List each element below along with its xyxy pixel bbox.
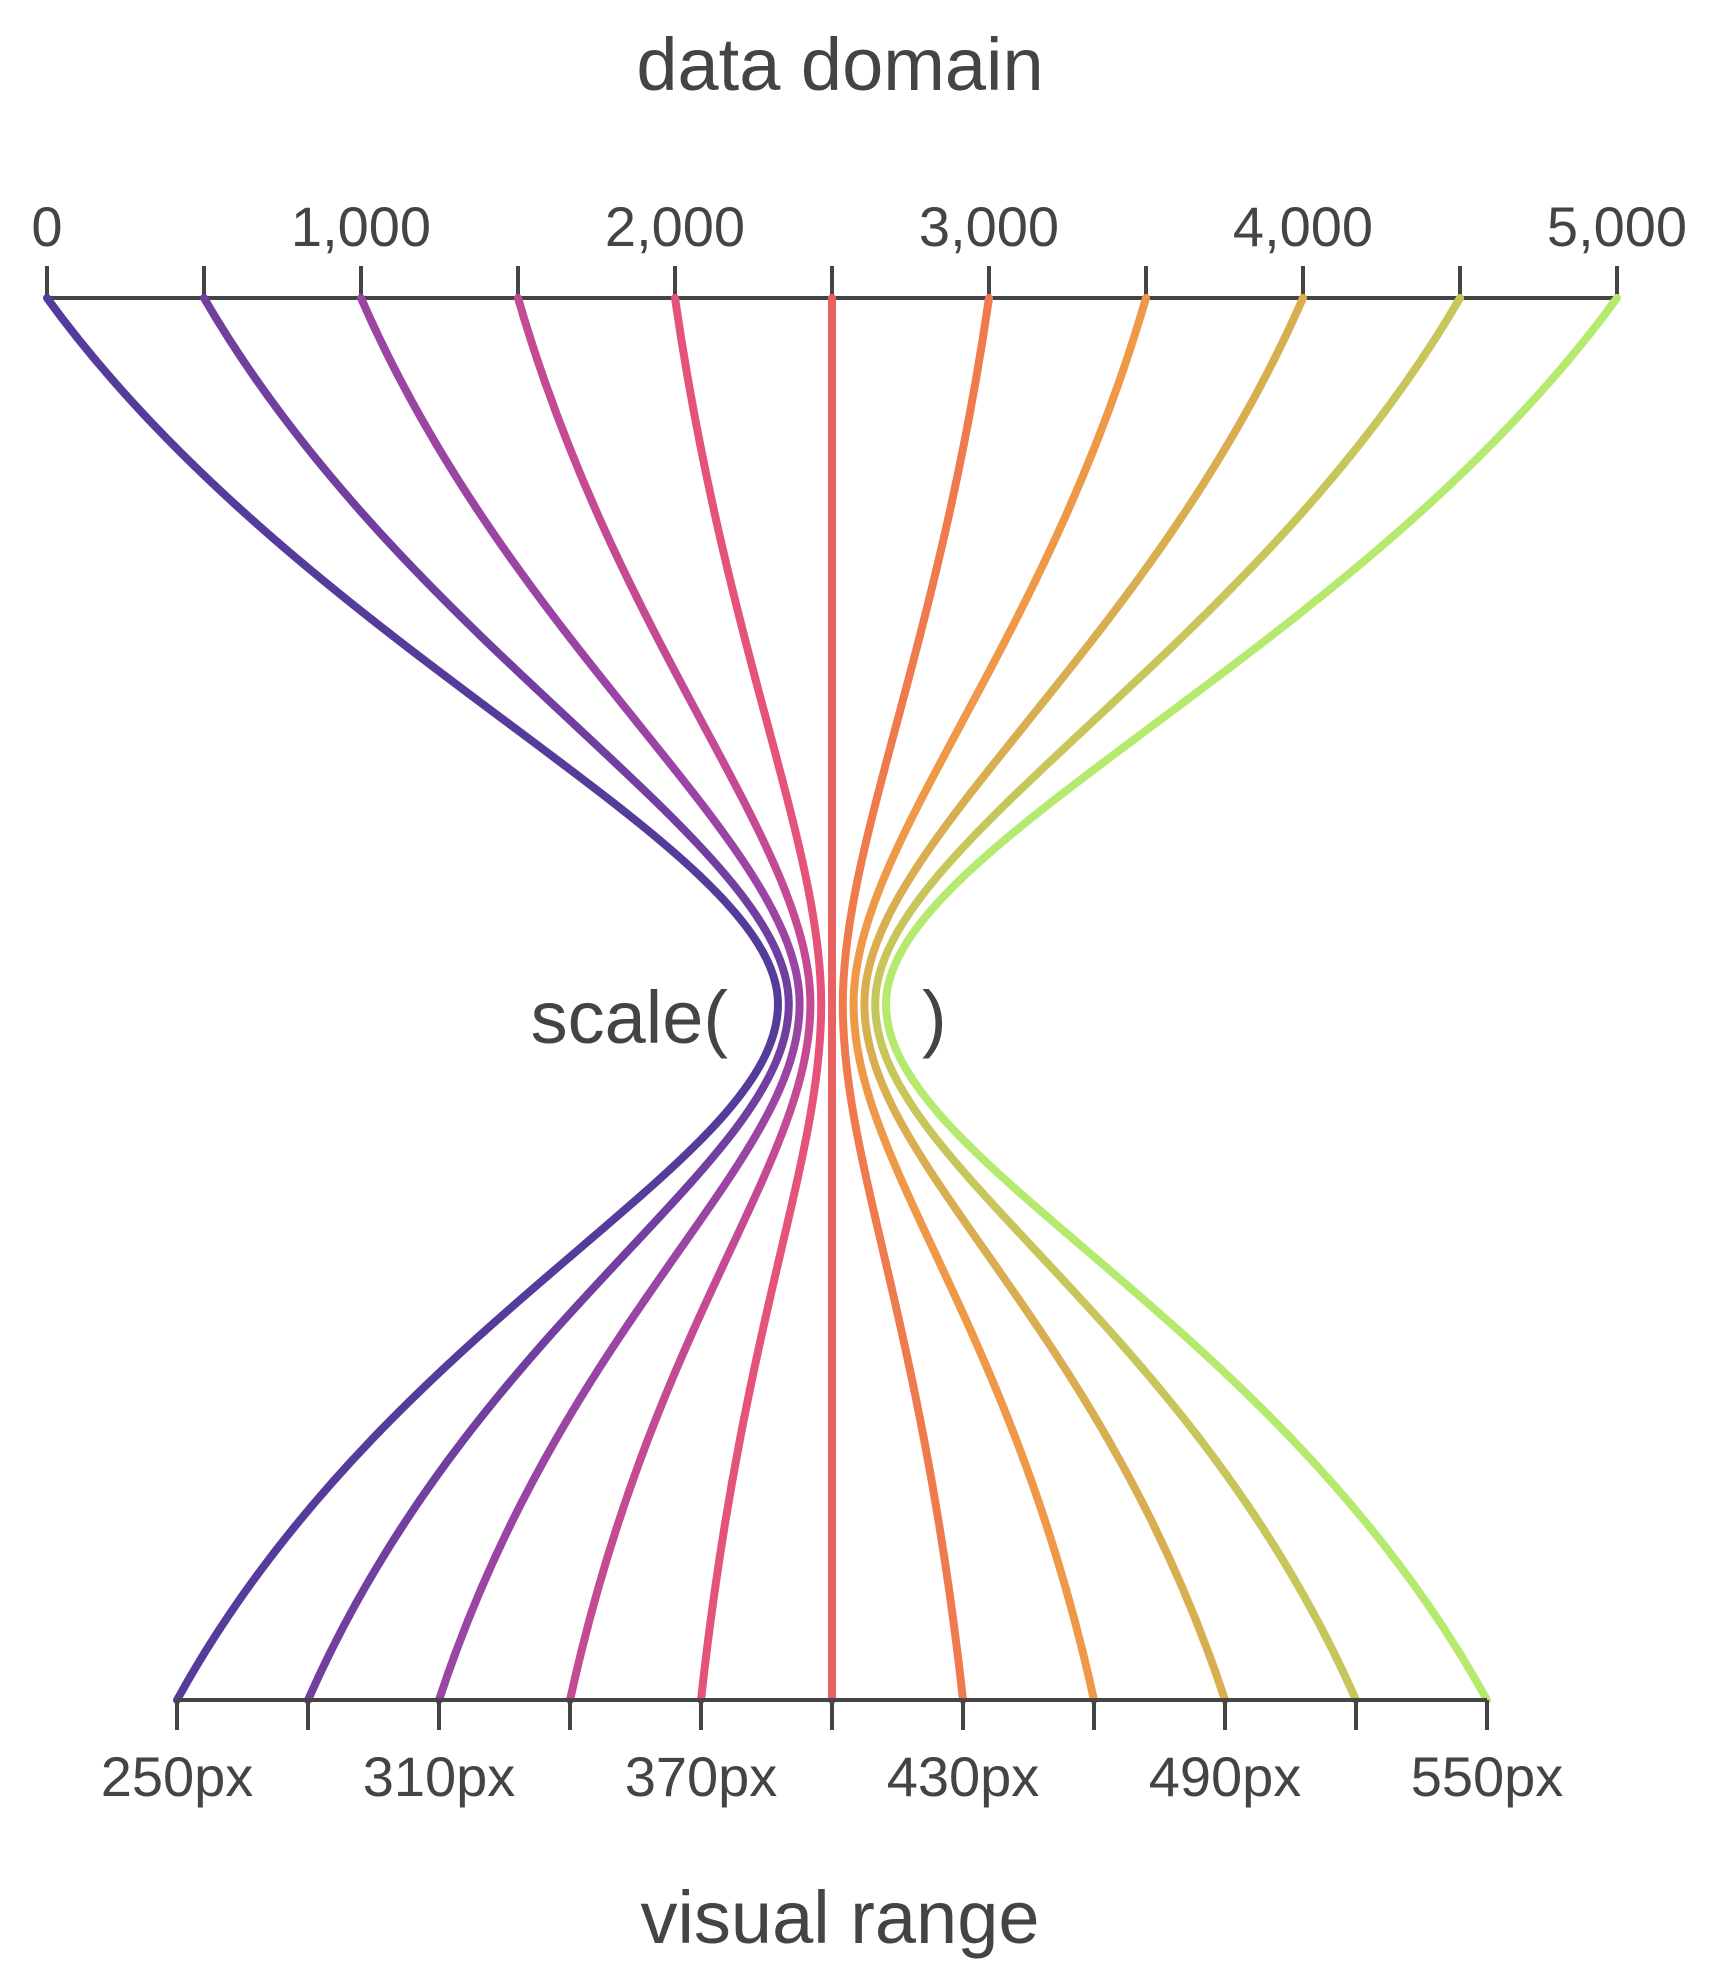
domain-tick-label: 2,000 (605, 195, 745, 258)
mapping-curve (43, 294, 783, 1704)
range-tick-label: 310px (363, 1745, 516, 1808)
range-tick-label: 550px (1411, 1745, 1564, 1808)
mapping-curve (838, 294, 993, 1704)
domain-tick-label: 0 (31, 195, 62, 258)
mapping-curve (671, 294, 826, 1704)
range-title: visual range (640, 1876, 1039, 1959)
domain-axis: 0 1,000 2,000 3,000 4,000 5,000 (31, 195, 1687, 300)
scale-function-close: ) (922, 976, 947, 1059)
range-tick-label: 370px (625, 1745, 778, 1808)
mapping-curve (881, 294, 1621, 1704)
range-tick-label: 250px (101, 1745, 254, 1808)
range-tick-label: 430px (887, 1745, 1040, 1808)
mapping-curves (43, 294, 1621, 1704)
domain-tick-label: 5,000 (1547, 195, 1687, 258)
mapping-curve (860, 294, 1307, 1704)
domain-tick-label: 4,000 (1233, 195, 1373, 258)
domain-tick-label: 1,000 (291, 195, 431, 258)
domain-tick-label: 3,000 (919, 195, 1059, 258)
range-axis: 250px 310px 370px 430px 490px 550px (101, 1698, 1564, 1808)
mapping-curve (871, 294, 1464, 1704)
domain-title: data domain (636, 23, 1043, 106)
mapping-curve (514, 294, 815, 1704)
scale-function-open: scale( (531, 976, 729, 1059)
range-tick-label: 490px (1149, 1745, 1302, 1808)
mapping-curve (357, 294, 804, 1704)
mapping-curve (849, 294, 1150, 1704)
mapping-curve (200, 294, 793, 1704)
